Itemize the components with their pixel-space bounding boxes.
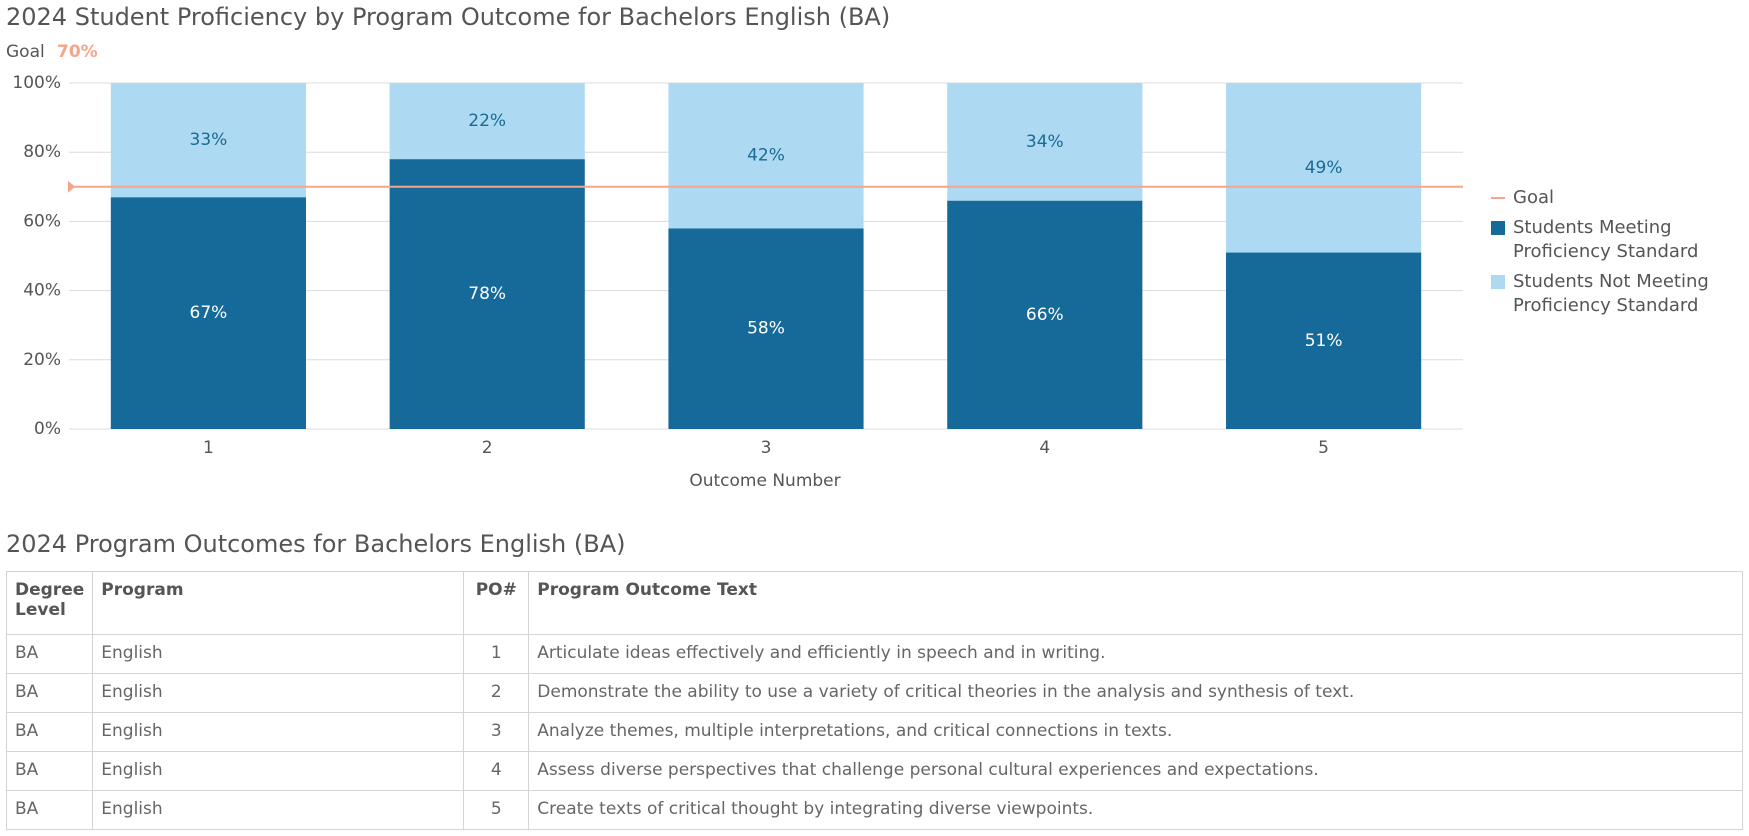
legend-item: Goal	[1491, 186, 1741, 210]
table-cell: English	[92, 673, 465, 713]
y-tick-label: 100%	[12, 73, 61, 93]
data-label: 33%	[190, 130, 228, 150]
table-cell: 1	[463, 634, 530, 674]
table-row: BA English 1 Articulate ideas effectively a…	[5, 634, 1743, 674]
goal-caption: Goal	[6, 42, 45, 62]
legend-label: Students Meeting Proficiency Standard	[1513, 217, 1699, 262]
table-cell: Analyze themes, multiple interpretations…	[528, 712, 1743, 752]
data-label: 67%	[190, 303, 228, 323]
table-cell: Assess diverse perspectives that challen…	[528, 751, 1743, 791]
bar-segment	[947, 83, 1143, 201]
legend-item: Students Meeting Proficiency Standard	[1491, 216, 1741, 264]
legend: Goal Students Meeting Proficiency Standar…	[1491, 186, 1741, 324]
table-cell: Articulate ideas effectively and efficie…	[528, 634, 1743, 674]
table-row: BA English 3 Analyze themes, multiple inter…	[5, 712, 1743, 752]
x-tick-label: 3	[761, 438, 772, 458]
legend-item: Students Not Meeting Proficiency Standar…	[1491, 270, 1741, 318]
goal-marker	[68, 180, 75, 193]
table-cell: 3	[463, 712, 530, 752]
table-cell: BA	[5, 634, 94, 674]
legend-swatch	[1491, 221, 1505, 235]
header-cell: Program	[92, 571, 465, 635]
data-label: 42%	[747, 146, 785, 166]
bar-segment	[1226, 83, 1422, 253]
header-cell: Degree Level	[5, 571, 94, 635]
table-cell: Demonstrate the ability to use a variety…	[528, 673, 1743, 713]
legend-line	[1491, 197, 1505, 199]
x-axis-label: Outcome Number	[689, 471, 840, 491]
data-label: 49%	[1305, 158, 1343, 178]
bar-segment	[110, 83, 306, 198]
header-cell: Program Outcome Text	[528, 571, 1743, 635]
legend-swatch	[1491, 275, 1505, 289]
table-row: BA English 4 Assess diverse perspectives th…	[5, 751, 1743, 791]
data-label: 78%	[468, 284, 506, 304]
table-cell: English	[92, 751, 465, 791]
table-cell: BA	[5, 712, 94, 752]
chart-title: 2024 Student Proficiency by Program Outc…	[6, 3, 890, 31]
table-row: BA English 2 Demonstrate the ability to use…	[5, 673, 1743, 713]
bar-segment	[1226, 252, 1422, 429]
x-tick-label: 1	[203, 438, 214, 458]
table-cell: BA	[5, 790, 94, 830]
data-label: 22%	[468, 111, 506, 131]
bar-segment	[668, 83, 864, 229]
table-cell: English	[92, 712, 465, 752]
data-label: 34%	[1026, 132, 1064, 152]
table-cell: 5	[463, 790, 530, 830]
bar-segment	[389, 83, 585, 160]
bar-segment	[389, 159, 585, 429]
bar-segment	[110, 197, 306, 429]
x-tick-label: 2	[482, 438, 493, 458]
data-label: 58%	[747, 319, 785, 339]
bar-segment	[947, 200, 1143, 429]
table-cell: Create texts of critical thought by inte…	[528, 790, 1743, 830]
table-title: 2024 Program Outcomes for Bachelors Engl…	[6, 530, 626, 558]
x-tick-label: 4	[1039, 438, 1050, 458]
data-label: 51%	[1305, 331, 1343, 351]
table-row: BA English 5 Create texts of critical thoug…	[5, 790, 1743, 830]
table-cell: BA	[5, 751, 94, 791]
y-tick-label: 80%	[23, 142, 61, 162]
legend-label: Students Not Meeting Proficiency Standar…	[1513, 271, 1709, 316]
y-tick-label: 20%	[23, 350, 61, 370]
table-cell: 4	[463, 751, 530, 791]
goal-value: 70%	[57, 42, 98, 62]
table-cell: BA	[5, 673, 94, 713]
y-tick-label: 0%	[34, 419, 61, 439]
legend-label: Goal	[1513, 187, 1554, 208]
table-cell: English	[92, 634, 465, 674]
y-tick-label: 60%	[23, 211, 61, 231]
bar-segment	[668, 228, 864, 429]
x-tick-label: 5	[1318, 438, 1329, 458]
header-row: Degree Level Program PO# Program Outcome Te…	[5, 571, 1743, 635]
table-cell: 2	[463, 673, 530, 713]
chart: 2024 Student Proficiency by Program Outc…	[6, 3, 1463, 491]
table-cell: English	[92, 790, 465, 830]
y-tick-label: 40%	[23, 281, 61, 301]
data-label: 66%	[1026, 305, 1064, 325]
header-cell: PO#	[463, 571, 530, 635]
outcomes-table: Degree Level Program PO# Program Outcome Te…	[5, 571, 1743, 830]
